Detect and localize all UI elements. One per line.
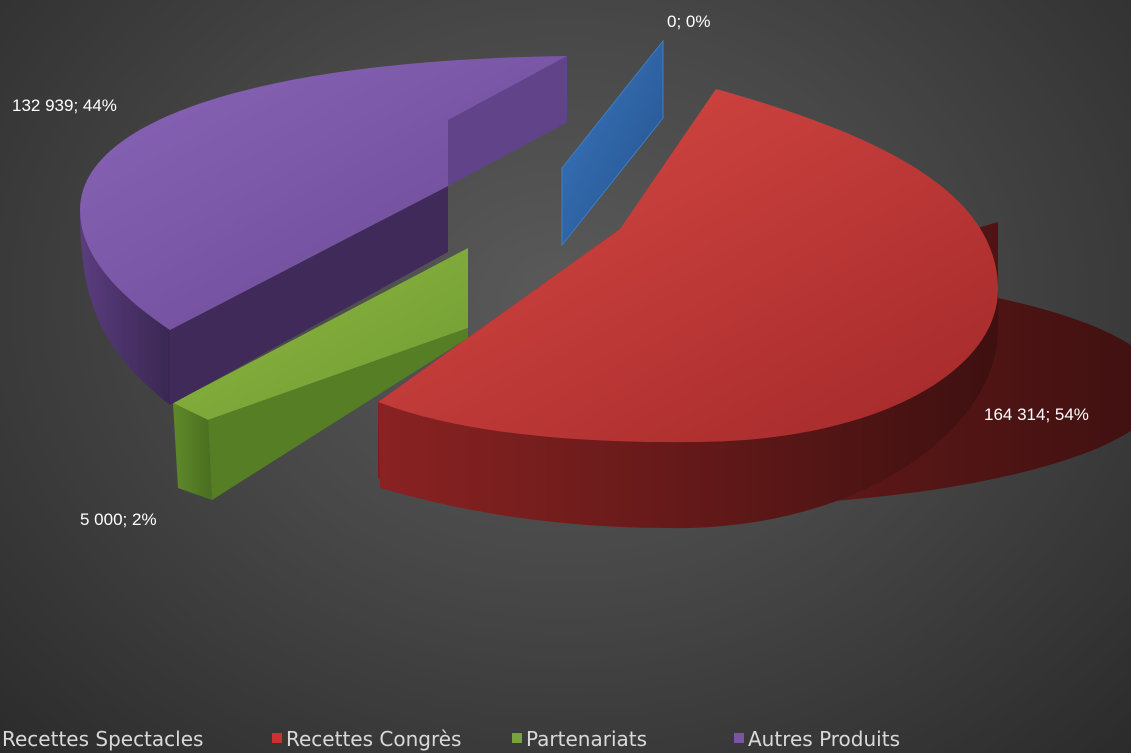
legend-item-autres-produits: Autres Produits — [734, 727, 900, 751]
slice-autres-produits-side — [80, 210, 170, 405]
legend-item-recettes-spectacles: Recettes Spectacles — [2, 727, 203, 751]
slice-autres-produits-right-wall — [448, 56, 567, 186]
slice-partenariats-top — [173, 248, 468, 420]
slice-autres-produits — [80, 56, 567, 405]
slice-recettes-congres-side-front — [378, 290, 998, 529]
legend-item-recettes-congres: Recettes Congrès — [272, 727, 461, 751]
data-label-recettes-congres: 164 314; 54% — [984, 405, 1089, 424]
legend-swatch-autres-produits — [734, 733, 744, 743]
slice-recettes-congres — [378, 89, 1131, 529]
data-label-recettes-spectacles: 0; 0% — [667, 12, 710, 31]
legend-label-recettes-spectacles: Recettes Spectacles — [2, 727, 203, 751]
legend: Recettes Spectacles Recettes Congrès Par… — [2, 727, 900, 751]
slice-recettes-congres-top — [378, 89, 998, 443]
slice-recettes-spectacles — [561, 39, 664, 247]
legend-swatch-recettes-congres — [272, 733, 282, 743]
slice-partenariats-front — [173, 403, 212, 500]
slice-autres-produits-inner-wall — [170, 186, 448, 405]
slice-partenariats — [173, 248, 468, 500]
slice-partenariats-side — [208, 328, 468, 500]
legend-label-partenariats: Partenariats — [526, 727, 647, 751]
slice-autres-produits-top — [80, 56, 567, 330]
legend-swatch-partenariats — [512, 733, 522, 743]
data-label-autres-produits: 132 939; 44% — [12, 96, 117, 115]
legend-label-autres-produits: Autres Produits — [748, 727, 900, 751]
legend-label-recettes-congres: Recettes Congrès — [286, 727, 461, 751]
legend-item-partenariats: Partenariats — [512, 727, 647, 751]
slice-recettes-spectacles-face — [561, 39, 664, 247]
data-label-partenariats: 5 000; 2% — [80, 510, 157, 529]
